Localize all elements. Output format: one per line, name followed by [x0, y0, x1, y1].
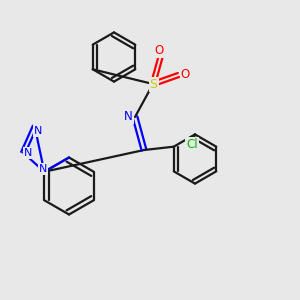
Text: Cl: Cl — [186, 138, 198, 152]
Text: O: O — [154, 44, 164, 57]
Text: S: S — [150, 77, 158, 91]
Text: O: O — [181, 68, 190, 82]
Text: N: N — [39, 164, 47, 174]
Text: N: N — [124, 110, 133, 124]
Text: N: N — [34, 126, 42, 136]
Text: N: N — [24, 148, 33, 158]
